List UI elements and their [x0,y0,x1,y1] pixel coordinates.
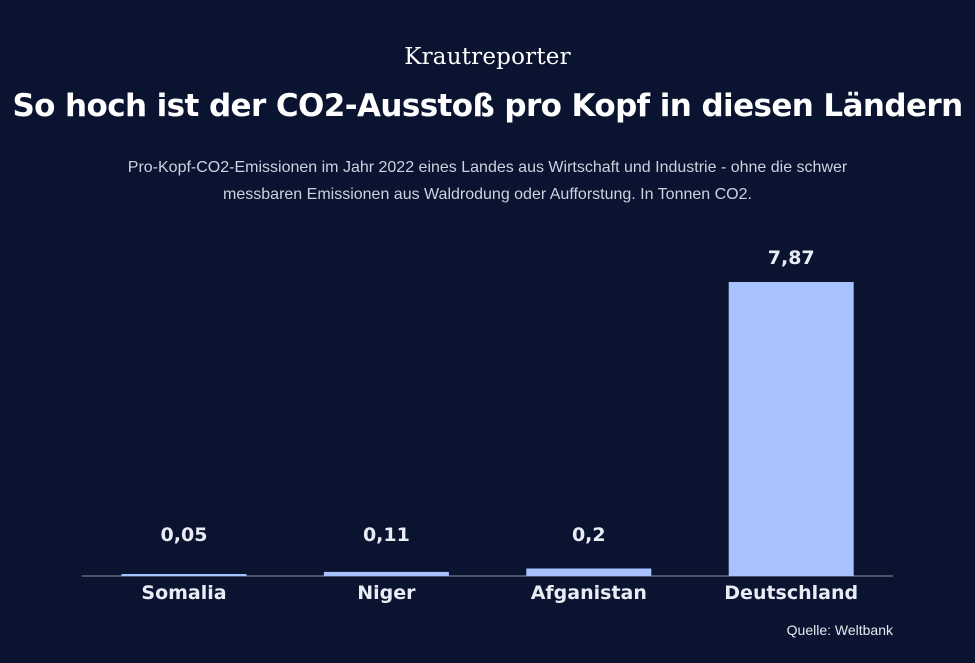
bar-niger [323,571,449,576]
category-label-somalia: Somalia [141,582,226,604]
bar-afganistan [526,568,652,576]
bars-layer: 0,05 Somalia 0,11 Niger 0,2 Afganistan 7,87 Deu… [121,247,858,604]
bar-deutschland [728,282,854,576]
value-label-deutschland: 7,87 [768,247,815,269]
category-label-deutschland: Deutschland [724,582,858,604]
category-label-niger: Niger [357,582,416,604]
value-label-niger: 0,11 [363,524,410,546]
chart-subtitle: Pro-Kopf-CO2-Emissionen im Jahr 2022 ein… [127,159,848,203]
category-label-afganistan: Afganistan [531,582,647,604]
value-label-afganistan: 0,2 [572,524,606,546]
chart-title: So hoch ist der CO2-Ausstoß pro Kopf in … [12,88,963,124]
krautreporter-logo: Krautreporter [404,44,571,70]
source-note: Quelle: Weltbank [786,622,893,638]
bar-somalia [121,574,247,576]
value-label-somalia: 0,05 [161,524,208,546]
